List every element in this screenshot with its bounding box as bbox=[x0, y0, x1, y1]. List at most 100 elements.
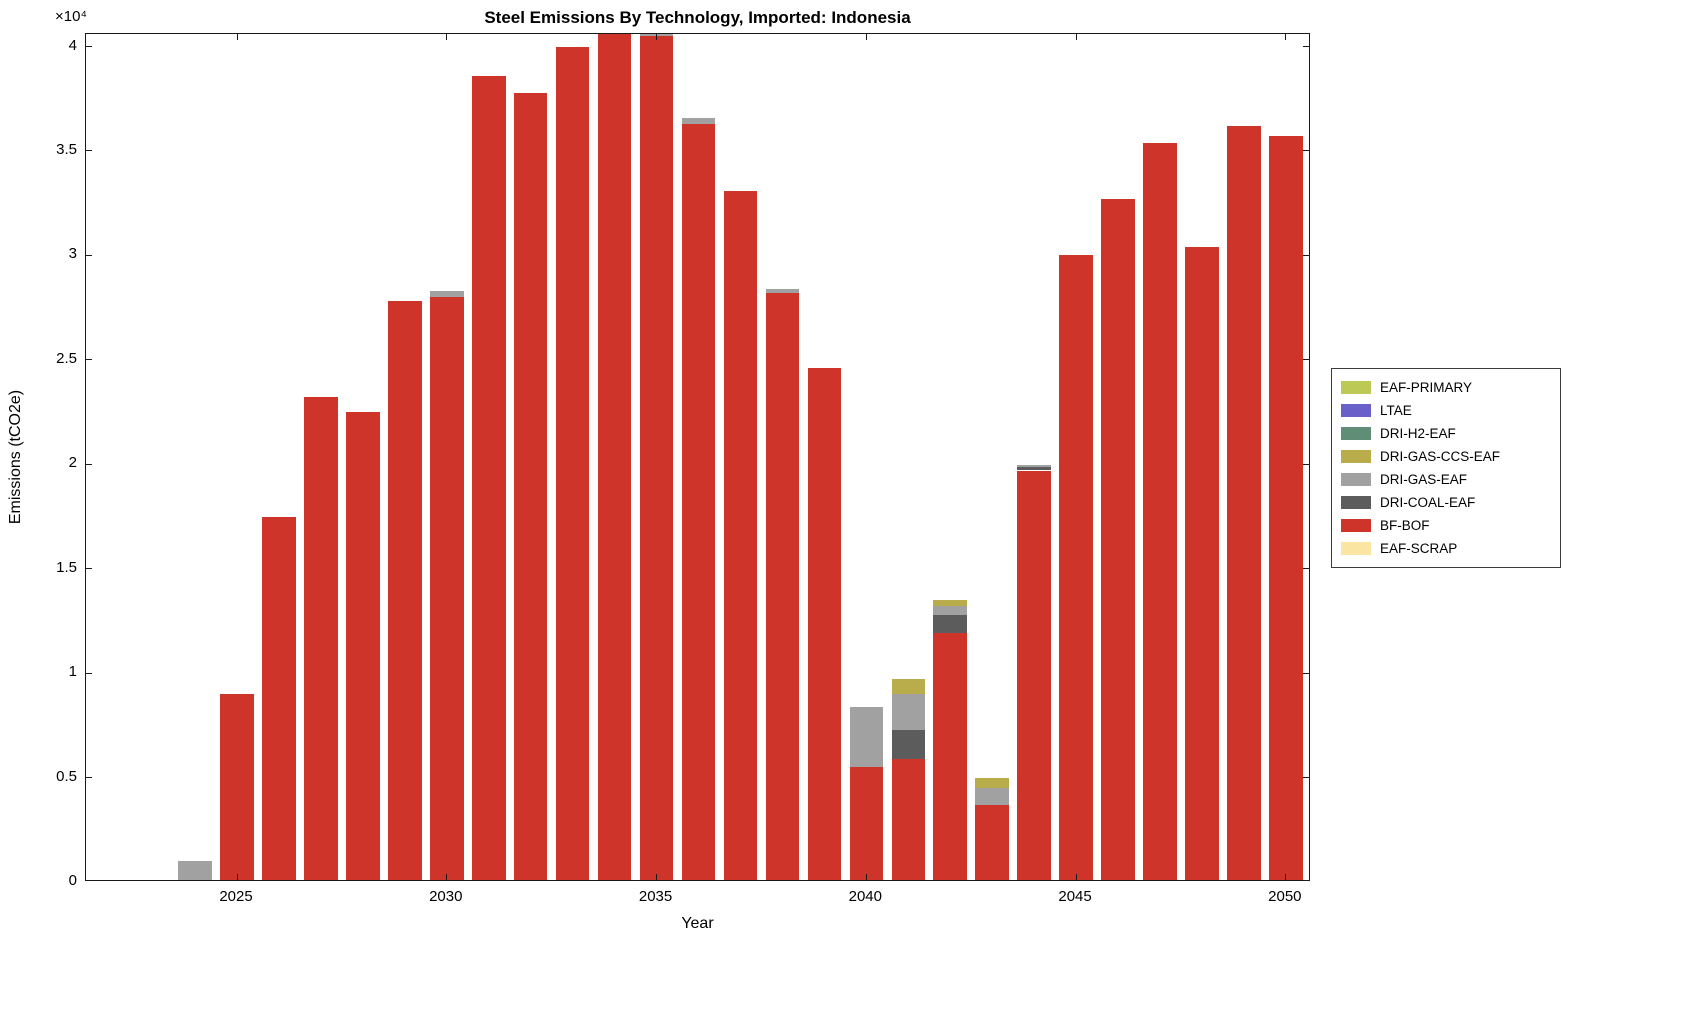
legend-label: DRI-GAS-EAF bbox=[1380, 472, 1468, 487]
x-tick-mark bbox=[865, 874, 867, 880]
x-axis-label: Year bbox=[681, 915, 714, 932]
bar-segment-bf-bof bbox=[1017, 470, 1051, 880]
bar-segment-dri-coal-eaf bbox=[933, 614, 967, 634]
bar-segment-bf-bof bbox=[513, 92, 548, 880]
bar-segment-bf-bof bbox=[388, 301, 422, 880]
bar-segment-bf-bof bbox=[597, 34, 632, 880]
x-tick-mark bbox=[1285, 874, 1287, 880]
y-tick-label: 0.5 bbox=[56, 767, 77, 785]
legend-swatch-icon bbox=[1341, 450, 1371, 463]
bar-segment-bf-bof bbox=[891, 758, 926, 880]
bar-segment-bf-bof bbox=[555, 46, 590, 880]
bar-segment-dri-gas-eaf bbox=[178, 861, 212, 880]
bar-segment-bf-bof bbox=[430, 297, 464, 880]
bar-segment-bf-bof bbox=[933, 633, 967, 880]
y-tick-mark bbox=[86, 777, 92, 779]
bar-segment-dri-gas-eaf bbox=[849, 706, 884, 768]
x-tick-mark-top bbox=[446, 34, 448, 40]
bar-segment-bf-bof bbox=[1185, 247, 1219, 880]
x-tick-label: 2030 bbox=[429, 888, 463, 905]
legend-swatch-icon bbox=[1341, 519, 1371, 532]
y-tick-label: 2 bbox=[68, 454, 77, 472]
legend: EAF-PRIMARY LTAE DRI-H2-EAF DRI-GAS-CCS-EAF… bbox=[1331, 368, 1561, 568]
legend-item-eaf-primary: EAF-PRIMARY bbox=[1341, 376, 1551, 399]
legend-label: DRI-GAS-CCS-EAF bbox=[1380, 449, 1501, 464]
legend-label: DRI-H2-EAF bbox=[1380, 426, 1456, 441]
y-tick-mark bbox=[86, 672, 92, 674]
bar-segment-dri-gas-eaf bbox=[765, 288, 800, 293]
y-tick-mark-right bbox=[1303, 254, 1309, 256]
y-tick-mark-right bbox=[1303, 777, 1309, 779]
y-tick-mark bbox=[86, 150, 92, 152]
y-tick-label: 1.5 bbox=[56, 558, 77, 576]
y-tick-mark bbox=[86, 46, 92, 48]
x-tick-mark-top bbox=[1075, 34, 1077, 40]
y-tick-label: 3.5 bbox=[56, 140, 77, 158]
y-tick-label: 1 bbox=[68, 663, 77, 681]
legend-label: DRI-COAL-EAF bbox=[1380, 495, 1476, 510]
y-tick-label: 0 bbox=[68, 872, 77, 889]
x-tick-mark bbox=[446, 874, 448, 880]
bar-segment-dri-gas-eaf bbox=[891, 694, 926, 730]
legend-swatch-icon bbox=[1341, 496, 1371, 509]
legend-item-bf-bof: BF-BOF bbox=[1341, 514, 1551, 537]
x-tick-label: 2040 bbox=[848, 888, 882, 905]
legend-item-eaf-scrap: EAF-SCRAP bbox=[1341, 537, 1551, 560]
bar-segment-bf-bof bbox=[849, 767, 884, 880]
bar-segment-bf-bof bbox=[765, 293, 800, 880]
bar-segment-dri-gas-eaf bbox=[136, 879, 170, 880]
bar-segment-bf-bof bbox=[220, 694, 254, 880]
x-tick-mark bbox=[656, 874, 658, 880]
bar-segment-dri-gas-eaf bbox=[975, 788, 1009, 805]
bar-segment-dri-coal-eaf bbox=[891, 729, 926, 759]
x-tick-label: 2045 bbox=[1058, 888, 1092, 905]
chart-title: Steel Emissions By Technology, Imported:… bbox=[484, 8, 911, 27]
legend-label: BF-BOF bbox=[1380, 518, 1430, 533]
y-tick-mark bbox=[86, 359, 92, 361]
bar-segment-dri-gas-ccs-eaf bbox=[891, 679, 926, 694]
bar-segment-dri-gas-eaf bbox=[430, 290, 464, 298]
bar-segment-bf-bof bbox=[472, 75, 506, 880]
x-tick-mark-top bbox=[656, 34, 658, 40]
legend-swatch-icon bbox=[1341, 542, 1371, 555]
bar-segment-bf-bof bbox=[262, 516, 296, 880]
legend-label: EAF-SCRAP bbox=[1380, 541, 1458, 556]
bar-segment-bf-bof bbox=[723, 190, 758, 880]
y-tick-mark-right bbox=[1303, 672, 1309, 674]
legend-item-dri-gas-ccs-eaf: DRI-GAS-CCS-EAF bbox=[1341, 445, 1551, 468]
bar-segment-dri-gas-ccs-eaf bbox=[933, 600, 967, 607]
bar-segment-dri-gas-eaf bbox=[933, 606, 967, 615]
plot-area bbox=[85, 33, 1310, 881]
bar-segment-bf-bof bbox=[681, 123, 716, 880]
bar-segment-bf-bof bbox=[639, 36, 674, 880]
bar-segment-bf-bof bbox=[346, 412, 380, 880]
y-tick-mark-right bbox=[1303, 46, 1309, 48]
x-tick-label: 2035 bbox=[638, 888, 673, 905]
legend-label: LTAE bbox=[1380, 403, 1412, 418]
x-tick-label: 2050 bbox=[1268, 888, 1302, 905]
bar-segment-bf-bof bbox=[1101, 199, 1135, 880]
y-tick-mark bbox=[86, 254, 92, 256]
legend-swatch-icon bbox=[1341, 473, 1371, 486]
bar-segment-bf-bof bbox=[1269, 136, 1303, 880]
y-tick-mark bbox=[86, 568, 92, 570]
bar-segment-dri-gas-ccs-eaf bbox=[975, 777, 1009, 788]
legend-item-dri-coal-eaf: DRI-COAL-EAF bbox=[1341, 491, 1551, 514]
bar-segment-dri-coal-eaf bbox=[1017, 467, 1051, 471]
y-axis-exponent-label: ×10⁴ bbox=[55, 8, 87, 25]
legend-swatch-icon bbox=[1341, 427, 1371, 440]
legend-item-ltae: LTAE bbox=[1341, 399, 1551, 422]
y-tick-mark-right bbox=[1303, 568, 1309, 570]
x-tick-mark-top bbox=[236, 34, 238, 40]
x-tick-mark bbox=[1075, 874, 1077, 880]
y-tick-label: 4 bbox=[68, 36, 77, 54]
bar-segment-bf-bof bbox=[1143, 142, 1177, 880]
bar-segment-bf-bof bbox=[304, 397, 338, 880]
x-tick-mark bbox=[236, 874, 238, 880]
bar-segment-dri-gas-eaf bbox=[1017, 465, 1051, 468]
bar-segment-bf-bof bbox=[807, 368, 842, 880]
y-tick-mark bbox=[86, 463, 92, 465]
legend-swatch-icon bbox=[1341, 381, 1371, 394]
x-tick-mark-top bbox=[865, 34, 867, 40]
